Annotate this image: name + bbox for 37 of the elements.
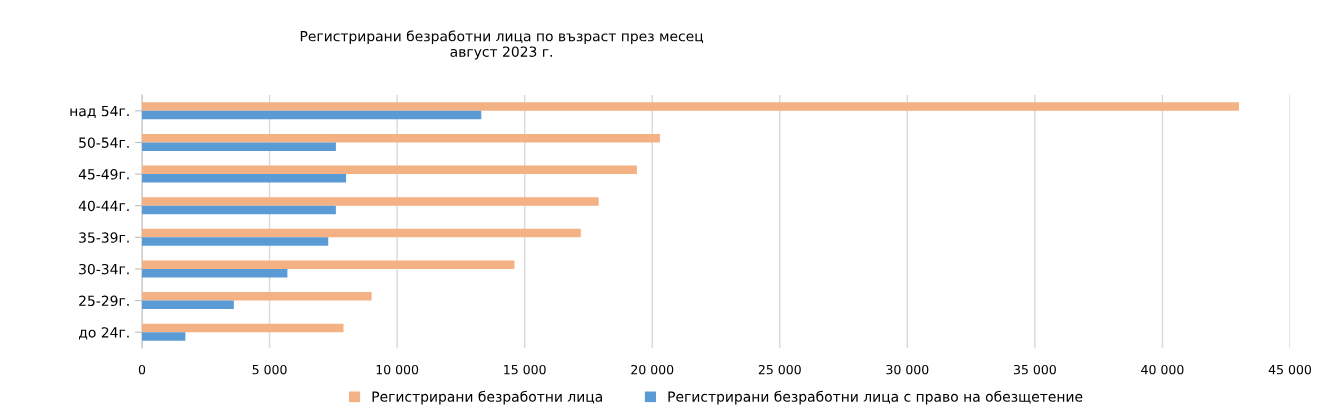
y-tick-label: 30-34г. [79, 263, 129, 275]
bar [142, 228, 581, 238]
y-tick-label: до 24г. [79, 327, 129, 340]
x-tick-label: 10 000 [376, 364, 419, 375]
bar [142, 323, 344, 333]
bar [142, 260, 515, 269]
bar [142, 268, 288, 278]
bar [142, 174, 347, 183]
bar [142, 332, 186, 341]
x-tick-label: 35 000 [1013, 364, 1056, 375]
chart-title: Регистрирани безработни лица по възраст през месец август 2023 г. [300, 30, 704, 60]
y-tick-label: 25-29г. [79, 295, 129, 307]
x-tick-label: 15 000 [504, 364, 546, 375]
y-tick-label: 45-49г. [78, 169, 129, 180]
bar [142, 237, 329, 246]
bar [142, 133, 660, 143]
x-tick-label: 40 000 [1141, 364, 1184, 375]
bar [142, 102, 1239, 111]
bar [142, 165, 637, 175]
x-tick-label: 5 000 [252, 364, 287, 375]
y-tick-label: над 54г. [70, 105, 129, 119]
x-tick-label: 0 [138, 364, 146, 375]
x-tick-label: 20 000 [631, 364, 674, 375]
y-tick-label: 50-54г. [79, 137, 129, 148]
legend-label: Регистрирани безработни лица [372, 390, 602, 405]
x-tick-label: 25 000 [758, 364, 801, 375]
x-tick-label: 30 000 [886, 364, 929, 375]
bar [142, 205, 336, 215]
bar [142, 292, 372, 301]
bar [142, 110, 482, 120]
bar [142, 300, 234, 310]
y-tick-label: 40-44г. [78, 200, 129, 212]
y-tick-label: 35-39г. [79, 232, 129, 243]
bar [142, 142, 336, 151]
bar [142, 197, 599, 206]
legend-label: Регистрирани безработни лица с право на обезщетение [668, 390, 1083, 405]
x-tick-label: 45 000 [1268, 364, 1312, 375]
